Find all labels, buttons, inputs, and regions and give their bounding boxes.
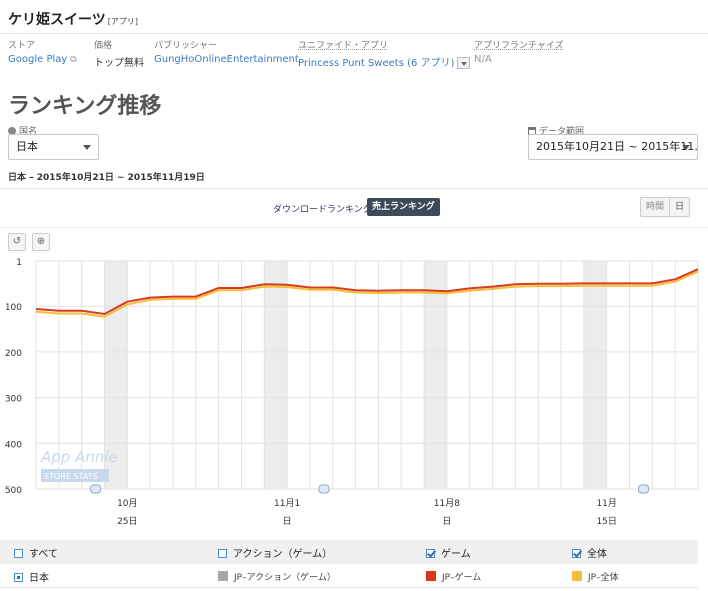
range-summary: 日本 – 2015年10月21日 ~ 2015年11月19日 bbox=[8, 173, 205, 183]
filter-game[interactable]: ゲーム bbox=[426, 545, 471, 560]
app-header: ケリ姫スイーツ [アプリ] bbox=[0, 0, 708, 34]
annotation-icon bbox=[318, 484, 330, 494]
meta-publisher: パブリッシャー GungHoOnlineEntertainment bbox=[154, 38, 299, 65]
watermark-text: STORE STATS bbox=[44, 472, 98, 481]
y-tick-label: 300 bbox=[5, 395, 22, 405]
checkbox-action-game[interactable] bbox=[218, 549, 227, 558]
filter-overall[interactable]: 全体 bbox=[572, 545, 607, 560]
chevron-down-icon bbox=[682, 145, 690, 150]
section-title: ランキング推移 bbox=[8, 94, 162, 119]
radio-japan[interactable] bbox=[14, 573, 23, 582]
x-tick-label: 11月8 bbox=[434, 498, 460, 509]
weekend-band bbox=[424, 261, 447, 489]
zoom-icon[interactable]: ⊕ bbox=[32, 233, 50, 251]
weekend-band bbox=[583, 261, 607, 489]
app-name: ケリ姫スイーツ bbox=[8, 12, 106, 28]
meta-store: ストア Google Play ⧉ bbox=[8, 38, 77, 65]
y-tick-label: 200 bbox=[5, 349, 22, 359]
date-range-value: 2015年10月21日 ~ 2015年11… bbox=[536, 140, 698, 153]
unified-app-link[interactable]: Princess Punt Sweets (6 アプリ) bbox=[298, 54, 471, 69]
tab-sales-ranking[interactable]: 売上ランキング bbox=[367, 198, 440, 216]
meta-franchise: アプリフランチャイズ N/A bbox=[474, 38, 564, 65]
watermark-banner bbox=[41, 469, 109, 482]
legend-jp-overall[interactable]: JP–全体 bbox=[572, 570, 619, 583]
x-tick-label: 11月1 bbox=[274, 498, 300, 509]
series-swatch bbox=[218, 571, 228, 581]
annotation-icon bbox=[638, 484, 650, 494]
x-tick-label: 25日 bbox=[117, 516, 137, 527]
series-legend-row: 日本 JP–アクション（ゲーム） JP–ゲーム JP–全体 bbox=[0, 564, 698, 588]
app-type-badge: [アプリ] bbox=[107, 17, 138, 26]
legend-japan[interactable]: 日本 bbox=[14, 569, 49, 584]
franchise-value: N/A bbox=[474, 54, 492, 65]
tab-download-ranking[interactable]: ダウンロードランキング bbox=[273, 205, 372, 215]
x-tick-label: 日 bbox=[442, 516, 451, 527]
legend-jp-game[interactable]: JP–ゲーム bbox=[426, 570, 481, 583]
publisher-label: パブリッシャー bbox=[154, 41, 218, 51]
globe-icon bbox=[8, 127, 16, 135]
legend-jp-action-game[interactable]: JP–アクション（ゲーム） bbox=[218, 570, 336, 583]
meta-price: 価格 トップ無料 bbox=[94, 38, 144, 69]
franchise-label: アプリフランチャイズ bbox=[474, 41, 564, 51]
weekend-band bbox=[264, 261, 288, 489]
chevron-down-icon bbox=[83, 145, 91, 150]
app-title: ケリ姫スイーツ [アプリ] bbox=[8, 9, 138, 29]
country-value: 日本 bbox=[16, 140, 38, 153]
annotation-icon bbox=[90, 484, 102, 494]
x-tick-label: 15日 bbox=[596, 516, 616, 527]
y-tick-label: 500 bbox=[5, 486, 22, 496]
granularity-toggle: 時間 日 bbox=[640, 197, 691, 217]
x-tick-label: 日 bbox=[283, 516, 292, 527]
external-link-icon: ⧉ bbox=[70, 55, 77, 65]
store-link[interactable]: Google Play ⧉ bbox=[8, 54, 77, 65]
x-tick-label: 11月 bbox=[596, 498, 616, 509]
publisher-link[interactable]: GungHoOnlineEntertainment bbox=[154, 54, 299, 65]
store-label: ストア bbox=[8, 41, 36, 51]
meta-unified-app: ユニファイド・アプリ Princess Punt Sweets (6 アプリ) bbox=[298, 38, 471, 69]
unified-app-dropdown[interactable] bbox=[457, 57, 471, 69]
granularity-day-button[interactable]: 日 bbox=[669, 198, 689, 216]
date-range-select[interactable]: 2015年10月21日 ~ 2015年11… bbox=[528, 134, 698, 160]
checkbox-overall[interactable] bbox=[572, 549, 581, 558]
watermark-logo: App Annie bbox=[40, 448, 118, 466]
ranking-chart: 1 100 200 300 400 500 App Annie STORE STATS 10月 2… bbox=[5, 258, 699, 527]
category-filter-row: すべて アクション（ゲーム） ゲーム 全体 bbox=[0, 540, 698, 564]
reset-icon[interactable]: ↺ bbox=[8, 233, 26, 251]
divider bbox=[0, 188, 708, 189]
y-tick-label: 1 bbox=[16, 258, 22, 268]
series-swatch bbox=[426, 571, 436, 581]
series-line bbox=[35, 268, 699, 316]
price-label: 価格 bbox=[94, 41, 113, 51]
x-tick-label: 10月 bbox=[117, 498, 137, 509]
filter-all[interactable]: すべて bbox=[14, 545, 58, 560]
checkbox-all[interactable] bbox=[14, 549, 23, 558]
weekend-band bbox=[104, 261, 128, 489]
series-swatch bbox=[572, 571, 582, 581]
country-select[interactable]: 日本 bbox=[8, 134, 99, 160]
divider bbox=[0, 227, 708, 228]
unified-app-label: ユニファイド・アプリ bbox=[298, 41, 389, 51]
price-value: トップ無料 bbox=[94, 58, 144, 69]
series-line bbox=[35, 270, 699, 318]
y-tick-label: 100 bbox=[5, 303, 22, 313]
filter-action-game[interactable]: アクション（ゲーム） bbox=[218, 545, 332, 560]
country-label: 国名 bbox=[8, 124, 37, 137]
y-tick-label: 400 bbox=[5, 440, 22, 450]
checkbox-game[interactable] bbox=[426, 549, 435, 558]
granularity-hour-button[interactable]: 時間 bbox=[646, 202, 665, 212]
